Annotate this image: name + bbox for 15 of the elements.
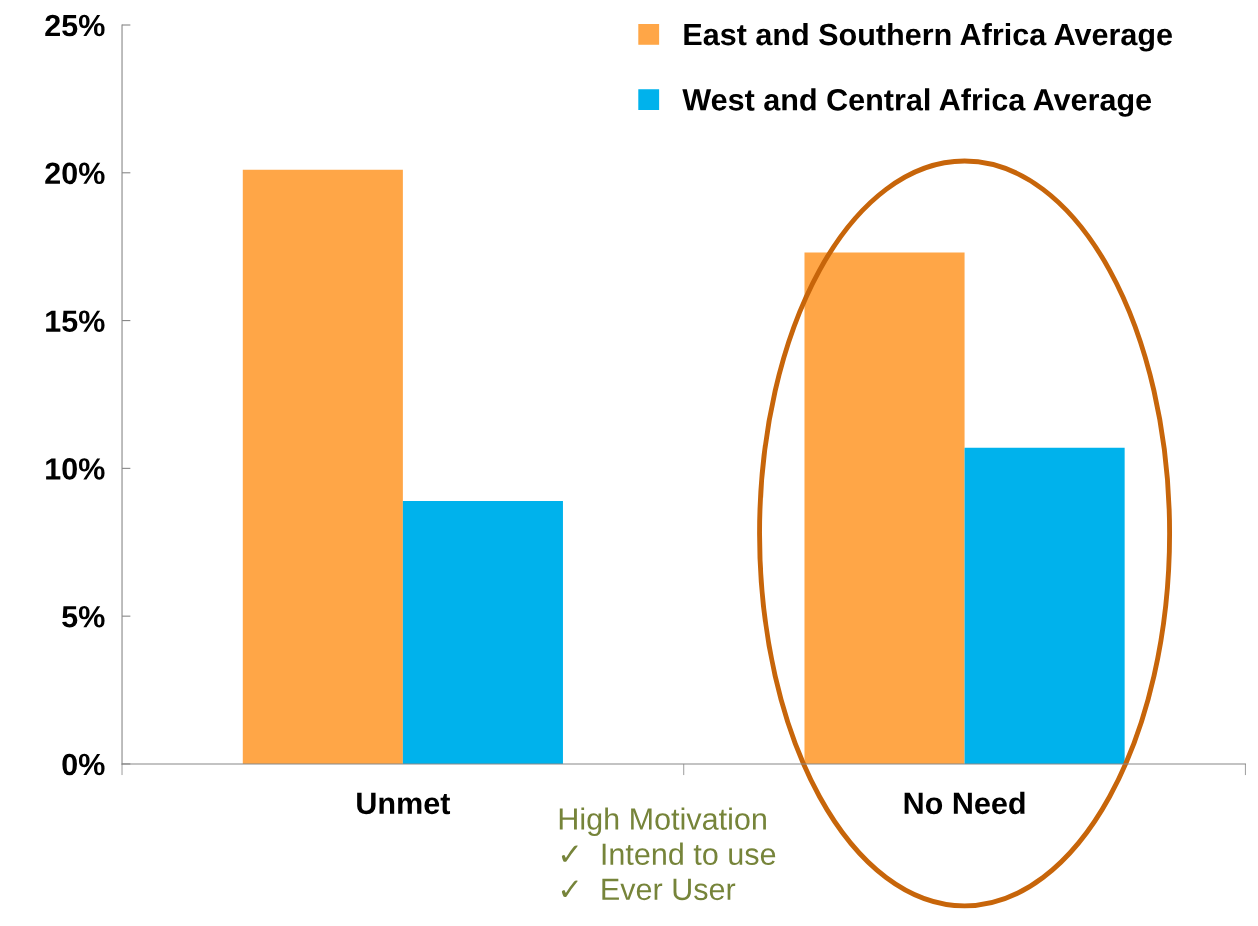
bar (804, 252, 965, 764)
x-tick-label: Unmet (357, 792, 451, 815)
x-tick-label: No Need (904, 791, 1025, 815)
legend-label: West and Central Africa Average (682, 88, 1152, 117)
y-tick-label: 5% (62, 605, 105, 628)
y-tick-label: 25% (45, 14, 105, 37)
text: High Motivation ✓ Intend to use ✓ Ever User (559, 807, 776, 901)
legend-label: East and Southern Africa Average (684, 22, 1172, 52)
y-tick-label: 15% (46, 310, 105, 332)
bar (402, 500, 563, 764)
y-tick-label: 20% (45, 162, 105, 185)
y-tick-label: 0% (62, 753, 105, 776)
bar (964, 447, 1125, 764)
y-tick-label: 10% (46, 458, 105, 480)
bar (242, 169, 403, 764)
